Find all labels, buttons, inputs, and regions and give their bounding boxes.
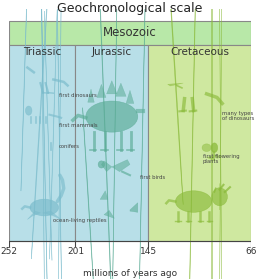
Bar bbox=[9, 45, 75, 241]
Ellipse shape bbox=[107, 0, 122, 280]
Text: 66: 66 bbox=[245, 247, 257, 256]
Ellipse shape bbox=[212, 188, 228, 206]
Ellipse shape bbox=[25, 106, 32, 115]
Text: ocean-living reptiles: ocean-living reptiles bbox=[53, 218, 107, 223]
Polygon shape bbox=[168, 83, 183, 86]
Text: Cretaceous: Cretaceous bbox=[170, 47, 229, 57]
Ellipse shape bbox=[21, 0, 29, 191]
Polygon shape bbox=[207, 156, 214, 160]
Text: first flowering
plants: first flowering plants bbox=[203, 154, 239, 164]
Polygon shape bbox=[43, 211, 61, 220]
Polygon shape bbox=[112, 160, 130, 172]
Text: Triassic: Triassic bbox=[23, 47, 61, 57]
Ellipse shape bbox=[30, 199, 58, 216]
Ellipse shape bbox=[86, 101, 138, 132]
Ellipse shape bbox=[90, 0, 126, 280]
Ellipse shape bbox=[98, 161, 105, 168]
Text: Mesozoic: Mesozoic bbox=[103, 26, 157, 39]
Polygon shape bbox=[97, 84, 106, 97]
Bar bbox=[148, 45, 251, 241]
Ellipse shape bbox=[44, 11, 52, 260]
Ellipse shape bbox=[83, 108, 94, 280]
Ellipse shape bbox=[211, 0, 213, 280]
Polygon shape bbox=[27, 211, 40, 220]
Ellipse shape bbox=[56, 0, 63, 280]
Text: first dinosaurs: first dinosaurs bbox=[58, 93, 96, 98]
Text: first birds: first birds bbox=[140, 175, 166, 180]
Text: millions of years ago: millions of years ago bbox=[83, 269, 177, 278]
Polygon shape bbox=[104, 210, 114, 218]
Polygon shape bbox=[130, 203, 138, 212]
Ellipse shape bbox=[40, 0, 46, 280]
Polygon shape bbox=[88, 89, 94, 102]
Ellipse shape bbox=[33, 0, 53, 280]
Ellipse shape bbox=[202, 144, 211, 151]
Polygon shape bbox=[126, 90, 134, 103]
Ellipse shape bbox=[31, 0, 49, 259]
Ellipse shape bbox=[176, 191, 212, 212]
Text: conifers: conifers bbox=[58, 144, 80, 149]
Ellipse shape bbox=[181, 0, 206, 280]
Text: 252: 252 bbox=[1, 247, 18, 256]
Bar bbox=[75, 45, 148, 241]
Bar bbox=[9, 21, 251, 45]
Text: Jurassic: Jurassic bbox=[92, 47, 132, 57]
Ellipse shape bbox=[211, 143, 218, 153]
Ellipse shape bbox=[217, 0, 224, 280]
Polygon shape bbox=[116, 83, 126, 96]
Text: Geochronological scale: Geochronological scale bbox=[57, 2, 203, 15]
Text: 201: 201 bbox=[67, 247, 84, 256]
Ellipse shape bbox=[211, 0, 213, 280]
Ellipse shape bbox=[137, 0, 149, 280]
Ellipse shape bbox=[56, 0, 64, 280]
Ellipse shape bbox=[168, 0, 183, 205]
Text: 145: 145 bbox=[140, 247, 157, 256]
Ellipse shape bbox=[49, 10, 57, 259]
Ellipse shape bbox=[217, 0, 224, 280]
Polygon shape bbox=[101, 161, 112, 172]
Text: many types
of dinosaurs: many types of dinosaurs bbox=[222, 111, 255, 122]
Polygon shape bbox=[107, 81, 117, 94]
Polygon shape bbox=[214, 155, 222, 158]
Text: first mammals: first mammals bbox=[58, 123, 97, 128]
Polygon shape bbox=[100, 191, 108, 199]
